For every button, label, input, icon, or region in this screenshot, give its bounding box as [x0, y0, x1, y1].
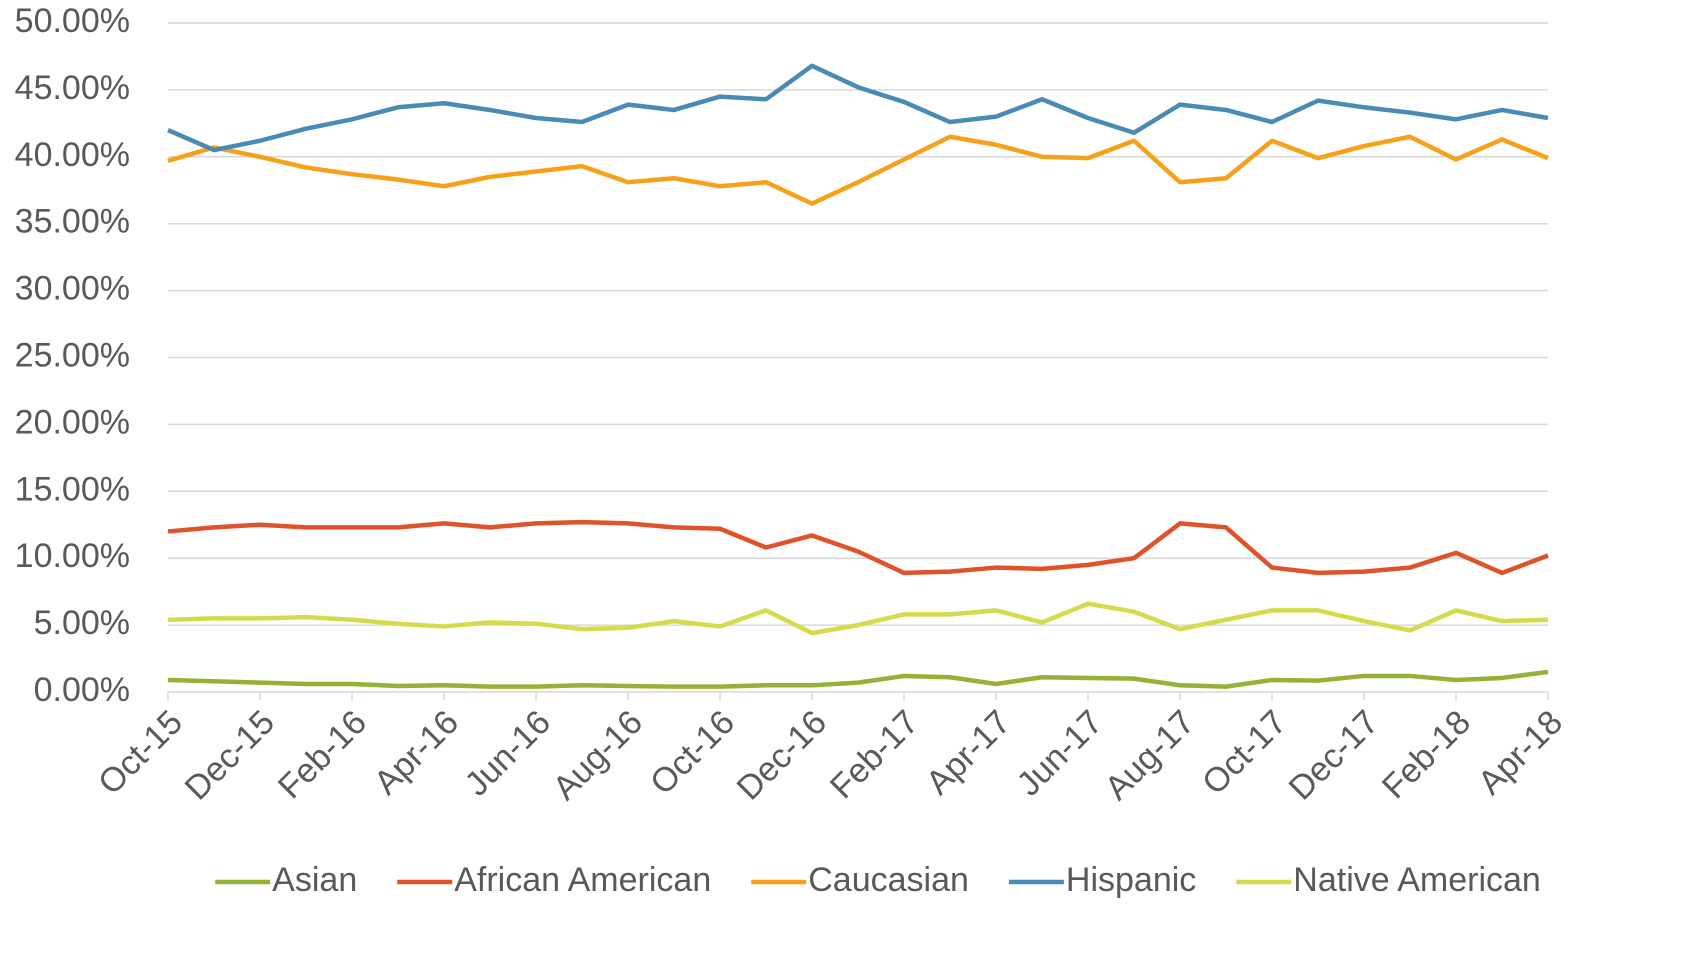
y-tick-label: 30.00% [15, 270, 130, 308]
series-line [167, 519, 1549, 576]
x-tick-label: Oct-17 [1195, 703, 1294, 802]
x-tick-label: Dec-16 [730, 703, 834, 807]
x-tick-label: Aug-17 [1098, 703, 1202, 807]
legend-label: Hispanic [1066, 861, 1196, 899]
y-tick-label: 5.00% [34, 604, 130, 642]
y-tick-label: 10.00% [15, 537, 130, 575]
y-tick-label: 45.00% [15, 69, 130, 107]
x-tick-label: Dec-17 [1282, 703, 1386, 807]
series-line [167, 63, 1549, 153]
x-tick-label: Aug-16 [546, 703, 650, 807]
legend-label: Native American [1293, 861, 1541, 899]
legend-label: Caucasian [808, 861, 969, 899]
legend-label: African American [454, 861, 711, 899]
x-tick-label: Apr-18 [1471, 703, 1570, 802]
x-tick-label: Feb-16 [271, 703, 374, 806]
x-tick-label: Oct-15 [91, 703, 190, 802]
y-tick-label: 0.00% [34, 671, 130, 709]
x-tick-label: Dec-15 [178, 703, 282, 807]
x-tick-label: Jun-17 [1010, 703, 1110, 803]
series-line [167, 134, 1549, 206]
x-tick-label: Apr-17 [919, 703, 1018, 802]
series-line [167, 601, 1549, 636]
x-tick-label: Feb-18 [1375, 703, 1478, 806]
y-tick-label: 15.00% [15, 470, 130, 508]
x-tick-label: Feb-17 [823, 703, 926, 806]
legend-label: Asian [272, 861, 357, 899]
y-tick-label: 20.00% [15, 403, 130, 441]
series-line [167, 669, 1549, 689]
y-tick-label: 25.00% [15, 336, 130, 374]
x-tick-label: Apr-16 [367, 703, 466, 802]
x-tick-label: Oct-16 [643, 703, 742, 802]
y-tick-label: 35.00% [15, 203, 130, 241]
y-tick-label: 40.00% [15, 136, 130, 174]
y-tick-label: 50.00% [15, 2, 130, 40]
x-tick-label: Jun-16 [458, 703, 558, 803]
